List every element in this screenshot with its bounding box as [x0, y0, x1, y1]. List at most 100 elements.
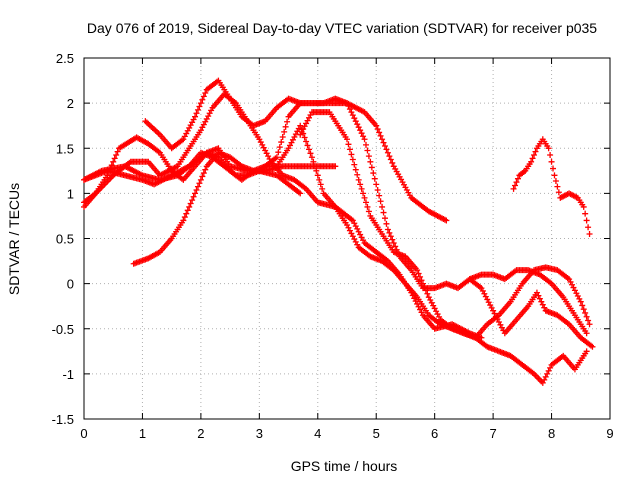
data-point — [105, 168, 112, 175]
data-point — [389, 236, 396, 243]
data-point — [585, 224, 592, 231]
data-point — [367, 158, 374, 165]
data-point — [332, 163, 339, 170]
data-point — [533, 289, 540, 296]
data-point — [389, 159, 396, 166]
series-track-6 — [142, 77, 590, 337]
data-point — [317, 181, 324, 188]
data-point — [544, 370, 551, 377]
data-point — [304, 142, 311, 149]
data-point — [377, 132, 384, 139]
data-point — [415, 270, 422, 277]
data-point — [190, 193, 197, 200]
data-point — [545, 367, 552, 374]
y-tick-label: 1 — [67, 186, 74, 201]
data-point — [368, 164, 375, 171]
x-tick-label: 8 — [548, 426, 555, 441]
data-point — [107, 165, 114, 172]
y-tick-label: -1.5 — [52, 412, 74, 427]
data-point — [374, 126, 381, 133]
data-point — [583, 217, 590, 224]
y-tick-label: -1 — [62, 367, 74, 382]
data-point — [193, 110, 200, 117]
data-point — [303, 138, 310, 145]
data-point — [186, 203, 193, 210]
data-point — [589, 343, 596, 350]
y-axis-label: SDTVAR / TECUs — [6, 183, 22, 295]
x-tick-label: 4 — [314, 426, 321, 441]
data-point — [199, 96, 206, 103]
data-point — [344, 136, 350, 143]
y-tick-label: -0.5 — [52, 322, 74, 337]
data-point — [349, 112, 356, 119]
data-point — [355, 176, 362, 183]
data-point — [580, 203, 587, 210]
data-point — [348, 109, 355, 116]
y-tick-label: 2 — [67, 96, 74, 111]
x-tick-label: 9 — [606, 426, 613, 441]
data-point — [417, 273, 424, 280]
data-point — [580, 306, 587, 313]
data-point — [361, 194, 368, 201]
data-point — [297, 190, 304, 197]
data-point — [555, 189, 562, 196]
data-point — [352, 166, 359, 173]
data-point — [552, 177, 559, 184]
x-tick-label: 5 — [373, 426, 380, 441]
data-point — [354, 171, 361, 178]
data-point — [189, 197, 196, 204]
data-point — [583, 348, 590, 355]
data-point — [373, 122, 380, 129]
data-point — [383, 146, 390, 153]
data-point — [364, 147, 371, 154]
data-point — [346, 146, 353, 153]
data-point — [414, 267, 421, 274]
y-tick-label: 1.5 — [56, 141, 74, 156]
data-point — [357, 127, 364, 134]
data-point — [346, 106, 353, 113]
data-point — [424, 290, 431, 297]
data-point — [314, 172, 321, 179]
data-point — [284, 118, 291, 125]
data-point — [282, 123, 289, 130]
data-point — [443, 217, 450, 224]
data-point — [419, 280, 426, 287]
data-point — [193, 186, 200, 193]
data-point — [379, 136, 386, 143]
data-point — [108, 162, 115, 169]
data-point — [187, 200, 194, 207]
data-point — [545, 145, 552, 152]
data-point — [586, 321, 593, 328]
data-point — [344, 100, 350, 107]
data-point — [387, 233, 394, 240]
data-point — [197, 100, 204, 107]
x-tick-label: 6 — [431, 426, 438, 441]
data-point — [307, 150, 314, 157]
data-point — [551, 172, 558, 179]
data-point — [577, 298, 584, 305]
data-point — [364, 203, 371, 210]
y-tick-label: 2.5 — [56, 51, 74, 66]
data-point — [275, 149, 282, 156]
data-point — [181, 214, 188, 221]
data-point — [379, 203, 386, 210]
data-point — [542, 373, 549, 380]
axis-ticks: 0 1 2 3 4 5 6 7 8 9 -1.5 -1 -0.5 0 0.5 1 1.5 2 2.5 — [52, 51, 614, 441]
data-point — [548, 158, 555, 165]
y-tick-label: 0 — [67, 277, 74, 292]
data-point — [371, 175, 378, 182]
x-tick-label: 3 — [256, 426, 263, 441]
data-point — [586, 230, 593, 237]
data-point — [512, 182, 519, 189]
data-point — [308, 154, 315, 161]
data-point — [180, 217, 187, 224]
data-point — [194, 106, 201, 113]
data-point — [348, 151, 355, 158]
data-point — [554, 183, 561, 190]
data-point — [354, 121, 361, 128]
data-point — [510, 185, 517, 192]
data-point — [313, 167, 320, 174]
data-point — [528, 158, 535, 165]
data-point — [276, 144, 283, 151]
data-point — [357, 181, 364, 188]
